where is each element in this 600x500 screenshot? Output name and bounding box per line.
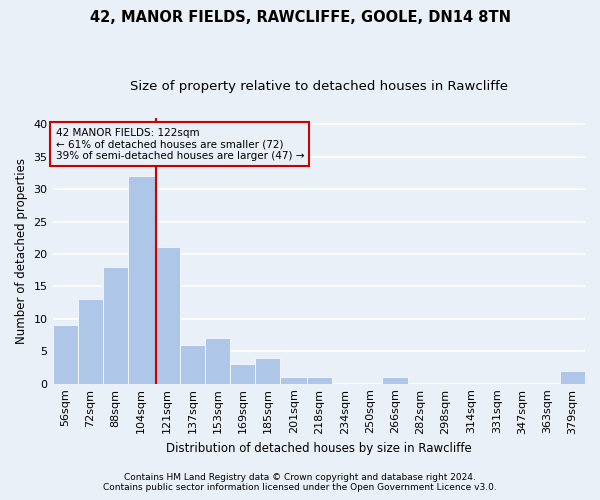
Y-axis label: Number of detached properties: Number of detached properties (15, 158, 28, 344)
Bar (155, 248, 180, 384)
Text: Contains HM Land Registry data © Crown copyright and database right 2024.
Contai: Contains HM Land Registry data © Crown c… (103, 473, 497, 492)
Bar (255, 358, 280, 384)
Text: 42 MANOR FIELDS: 122sqm
← 61% of detached houses are smaller (72)
39% of semi-de: 42 MANOR FIELDS: 122sqm ← 61% of detache… (56, 128, 304, 160)
X-axis label: Distribution of detached houses by size in Rawcliffe: Distribution of detached houses by size … (166, 442, 472, 455)
Bar (307, 377, 332, 384)
Bar (128, 176, 155, 384)
Bar (280, 377, 307, 384)
Bar (560, 370, 585, 384)
Bar (180, 345, 205, 384)
Bar (53, 326, 77, 384)
Text: 42, MANOR FIELDS, RAWCLIFFE, GOOLE, DN14 8TN: 42, MANOR FIELDS, RAWCLIFFE, GOOLE, DN14… (89, 10, 511, 25)
Bar (77, 300, 103, 384)
Bar (205, 338, 230, 384)
Title: Size of property relative to detached houses in Rawcliffe: Size of property relative to detached ho… (130, 80, 508, 93)
Bar (103, 267, 128, 384)
Bar (382, 377, 407, 384)
Bar (230, 364, 255, 384)
